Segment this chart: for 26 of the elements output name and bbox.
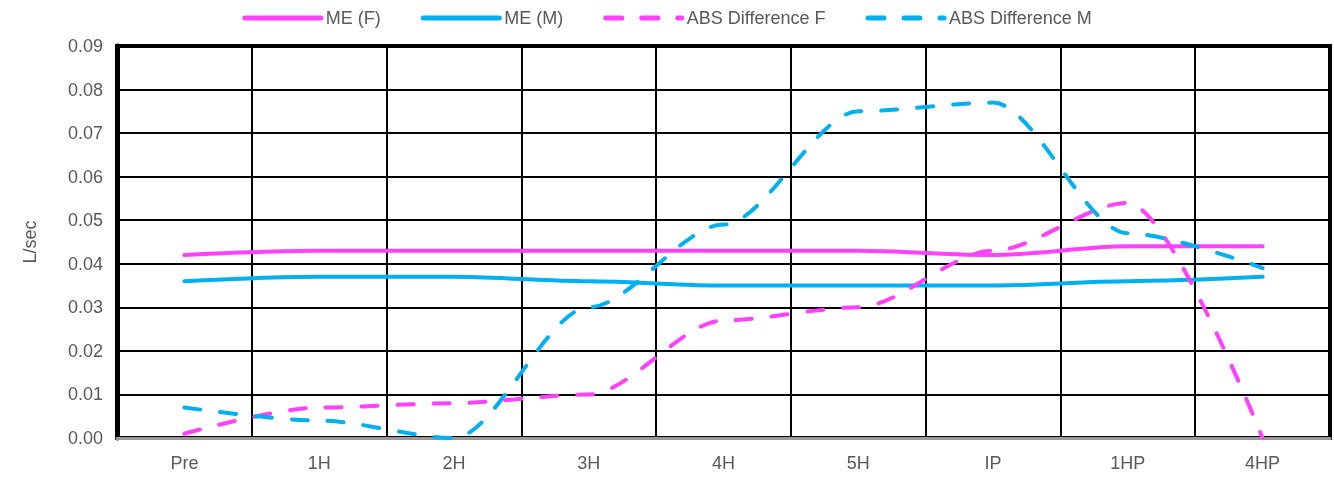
x-tick-label: 1H [307, 453, 331, 473]
x-tick-label: 2H [442, 453, 466, 473]
x-tick-label: 3H [577, 453, 601, 473]
y-tick-label: 0.09 [67, 36, 103, 56]
line-series [182, 200, 1265, 440]
x-tick-label: 4H [711, 453, 736, 473]
legend-label: ABS Difference M [948, 8, 1092, 28]
x-tick-label: 1HP [1110, 453, 1146, 473]
y-axis-title: L/sec [20, 220, 40, 264]
y-tick-label: 0.01 [67, 384, 103, 405]
y-tick-label: 0.03 [67, 297, 103, 318]
y-tick-label: 0.08 [67, 79, 103, 100]
x-tick-label: Pre [170, 453, 199, 473]
x-tick-label: 4HP [1245, 453, 1281, 473]
legend-label: ME (M) [504, 8, 564, 28]
y-tick-label: 0.07 [67, 123, 103, 144]
y-tick-label: 0.00 [67, 428, 103, 448]
legend-label: ME (F) [325, 8, 381, 28]
y-tick-label: 0.04 [67, 253, 103, 274]
x-tick-label: IP [984, 453, 1002, 473]
legend-label: ABS Difference F [686, 8, 826, 28]
line-series [182, 100, 1265, 440]
y-tick-label: 0.05 [67, 210, 103, 231]
y-tick-label: 0.06 [67, 166, 103, 187]
x-tick-label: 5H [846, 453, 870, 473]
y-tick-label: 0.02 [67, 340, 103, 361]
